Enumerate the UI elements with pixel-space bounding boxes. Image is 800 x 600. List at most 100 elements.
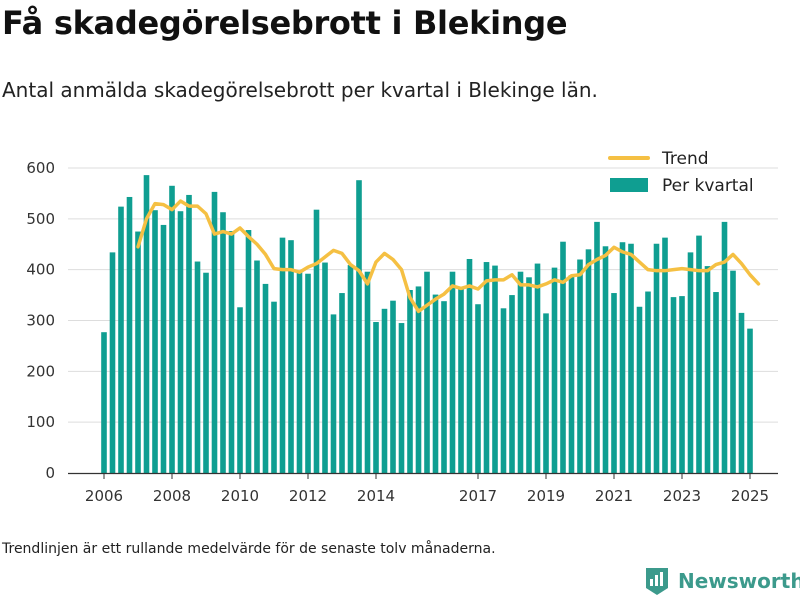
- bar: [645, 291, 651, 473]
- bar: [381, 308, 388, 473]
- bar: [449, 271, 456, 473]
- bar: [160, 224, 167, 473]
- bar: [339, 293, 345, 473]
- trend-line: [136, 199, 761, 314]
- bar: [356, 180, 362, 473]
- bar: [288, 240, 294, 473]
- axes: 0 100 200 300 400 500 600 2006 2008 2010 2012 2014 2…: [26, 159, 778, 505]
- bar: [636, 306, 643, 473]
- bar: [534, 263, 541, 473]
- y-tick-label: 600: [26, 159, 55, 177]
- y-tick-label: 0: [45, 464, 55, 482]
- bar: [194, 261, 201, 473]
- bar: [696, 235, 702, 473]
- bar: [424, 271, 430, 473]
- bar: [220, 212, 226, 474]
- x-tick-label: 2008: [153, 487, 191, 505]
- x-tick-label: 2010: [221, 487, 259, 505]
- bar: [330, 314, 337, 473]
- y-tick-label: 200: [26, 362, 55, 380]
- brand-name: Newsworthy: [678, 569, 800, 593]
- chart-subtitle: Antal anmälda skadegörelsebrott per kvar…: [2, 78, 598, 102]
- bar: [458, 287, 464, 473]
- bar: [203, 272, 209, 473]
- bar: [237, 307, 243, 473]
- legend: Trend Per kvartal: [608, 149, 754, 196]
- bar: [152, 210, 158, 473]
- bar: [407, 290, 413, 473]
- chart-title: Få skadegörelsebrott i Blekinge: [2, 4, 568, 42]
- bar: [347, 265, 354, 473]
- bar: [415, 286, 422, 473]
- x-tick-label: 2025: [731, 487, 769, 505]
- x-tick-label: 2017: [459, 487, 497, 505]
- brand-logo[interactable]: Newsworthy: [644, 566, 800, 596]
- x-tick-label: 2012: [289, 487, 327, 505]
- y-tick-label: 100: [26, 413, 55, 431]
- bar: [747, 328, 753, 473]
- bar: [432, 294, 439, 473]
- bar: [143, 175, 150, 473]
- bar: [109, 252, 116, 473]
- bar: [679, 296, 685, 473]
- bar: [492, 265, 498, 473]
- bar: [228, 231, 235, 473]
- bar: [738, 312, 745, 474]
- bar: [101, 332, 107, 473]
- bar: [441, 301, 447, 473]
- y-tick-label: 500: [26, 210, 55, 228]
- bar: [611, 293, 617, 473]
- bar: [500, 308, 507, 473]
- bar: [262, 283, 269, 473]
- bar: [245, 230, 252, 473]
- legend-bar-label: Per kvartal: [662, 176, 754, 196]
- x-tick-label: 2006: [85, 487, 123, 505]
- bar: [364, 271, 371, 473]
- y-tick-label: 300: [26, 312, 55, 330]
- bar: [687, 252, 694, 473]
- bar: [483, 262, 490, 473]
- bar: [730, 270, 736, 473]
- bar: [118, 206, 124, 473]
- bar: [713, 292, 719, 473]
- bar: [254, 260, 260, 473]
- x-tick-label: 2019: [527, 487, 565, 505]
- bar: [466, 258, 473, 473]
- legend-trend-label: Trend: [661, 149, 709, 169]
- bar: [662, 237, 668, 473]
- bar: [653, 243, 660, 473]
- bar: [602, 246, 609, 473]
- bar-series: [101, 175, 753, 474]
- y-tick-label: 400: [26, 261, 55, 279]
- bar: [619, 242, 626, 473]
- bar: [313, 209, 320, 473]
- bar: [628, 243, 634, 473]
- bar: [704, 266, 711, 473]
- bar-chart: 0 100 200 300 400 500 600 2006 2008 2010 2012 2014 2…: [26, 149, 778, 505]
- bar: [551, 267, 558, 473]
- bar: [126, 196, 133, 473]
- footnote: Trendlinjen är ett rullande medelvärde f…: [2, 541, 496, 557]
- bar: [721, 221, 728, 473]
- bar: [322, 262, 328, 473]
- bar: [373, 322, 379, 473]
- newsworthy-logo-icon: [646, 568, 668, 595]
- bar: [177, 211, 184, 473]
- bar: [279, 237, 286, 473]
- bar: [271, 301, 277, 473]
- bar: [169, 185, 175, 474]
- bar: [305, 273, 311, 473]
- legend-bar-swatch: [610, 178, 648, 192]
- bar: [211, 191, 218, 473]
- trend-series: [136, 199, 761, 314]
- bar: [135, 231, 141, 473]
- bar: [594, 221, 600, 473]
- x-tick-label: 2023: [663, 487, 701, 505]
- bar: [526, 277, 532, 473]
- bar: [585, 249, 592, 473]
- bar: [390, 300, 396, 473]
- x-tick-label: 2021: [595, 487, 633, 505]
- bar: [475, 304, 481, 473]
- bar: [186, 194, 192, 473]
- bar: [568, 275, 575, 473]
